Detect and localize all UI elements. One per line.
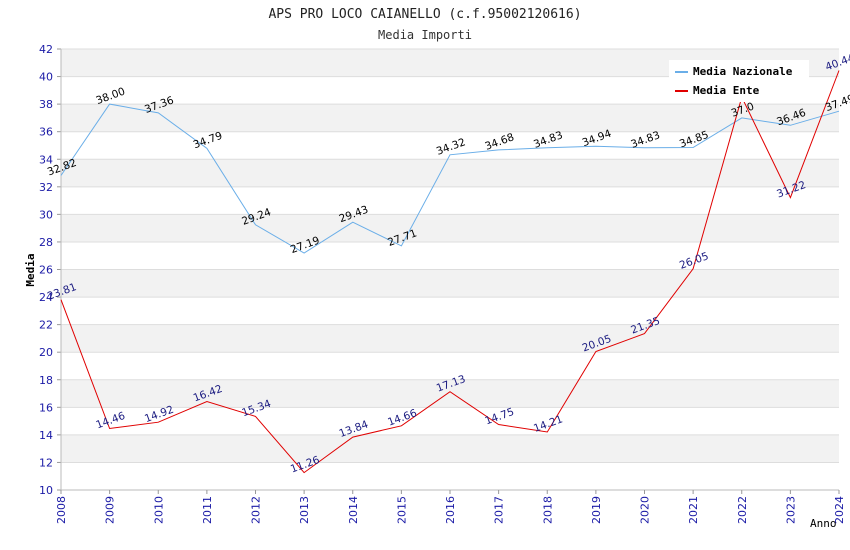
- y-tick-label: 10: [39, 484, 53, 497]
- y-tick-label: 16: [39, 401, 53, 414]
- y-tick-label: 24: [39, 291, 53, 304]
- grid-band: [61, 186, 839, 215]
- x-tick-label: 2023: [784, 496, 797, 524]
- x-tick-label: 2022: [736, 496, 749, 524]
- y-tick-label: 22: [39, 319, 53, 332]
- y-tick-label: 28: [39, 236, 53, 249]
- y-axis-title: Media: [24, 253, 37, 286]
- grid-band: [61, 407, 839, 435]
- series-line-media-ente: [60, 70, 840, 474]
- y-tick-label: 36: [39, 126, 53, 139]
- x-tick-label: 2010: [152, 496, 165, 524]
- series-line-media-nazionale: [60, 103, 840, 254]
- y-tick-label: 12: [39, 456, 53, 469]
- x-tick-label: 2009: [104, 496, 117, 524]
- chart-subtitle: Media Importi: [378, 28, 472, 42]
- x-tick-label: 2019: [590, 496, 603, 524]
- x-tick-label: 2014: [347, 496, 360, 524]
- grid-band: [61, 214, 839, 242]
- grid-band: [61, 269, 839, 298]
- y-tick-label: 32: [39, 181, 53, 194]
- x-tick-label: 2024: [833, 496, 846, 524]
- y-tick-label: 18: [39, 374, 53, 387]
- gridlines: [61, 48, 839, 491]
- y-tick-label: 30: [39, 208, 53, 221]
- y-tick-label: 38: [39, 98, 53, 111]
- grid-band: [61, 104, 839, 132]
- x-tick-label: 2017: [493, 496, 506, 524]
- x-tick-label: 2016: [444, 496, 457, 524]
- grid-band: [61, 379, 839, 408]
- x-tick-label: 2008: [55, 496, 68, 524]
- y-tick-label: 42: [39, 43, 53, 56]
- x-tick-label: 2013: [298, 496, 311, 524]
- x-tick-label: 2011: [201, 496, 214, 524]
- legend-label-media-ente: Media Ente: [693, 84, 760, 97]
- grid-band: [61, 241, 839, 270]
- x-tick-label: 2018: [541, 496, 554, 524]
- y-tick-label: 26: [39, 264, 53, 277]
- x-tick-label: 2012: [250, 496, 263, 524]
- grid-band: [61, 462, 839, 490]
- x-tick-label: 2020: [639, 496, 652, 524]
- grid-band: [61, 352, 839, 380]
- x-axis-title: Anno: [810, 517, 837, 530]
- x-tick-label: 2021: [687, 496, 700, 524]
- chart-title: APS PRO LOCO CAIANELLO (c.f.95002120616): [268, 7, 581, 22]
- grid-band: [61, 324, 839, 353]
- grid-band: [61, 159, 839, 187]
- y-tick-label: 40: [39, 71, 53, 84]
- legend-label-media-nazionale: Media Nazionale: [693, 65, 793, 78]
- legend: Media Nazionale Media Ente: [669, 60, 809, 102]
- series-layer: [60, 70, 840, 474]
- legend-box: [669, 60, 809, 102]
- grid-band: [61, 297, 839, 325]
- y-tick-label: 34: [39, 153, 53, 166]
- grid-band: [61, 434, 839, 463]
- y-tick-label: 20: [39, 346, 53, 359]
- y-tick-label: 14: [39, 429, 53, 442]
- x-tick-label: 2015: [395, 496, 408, 524]
